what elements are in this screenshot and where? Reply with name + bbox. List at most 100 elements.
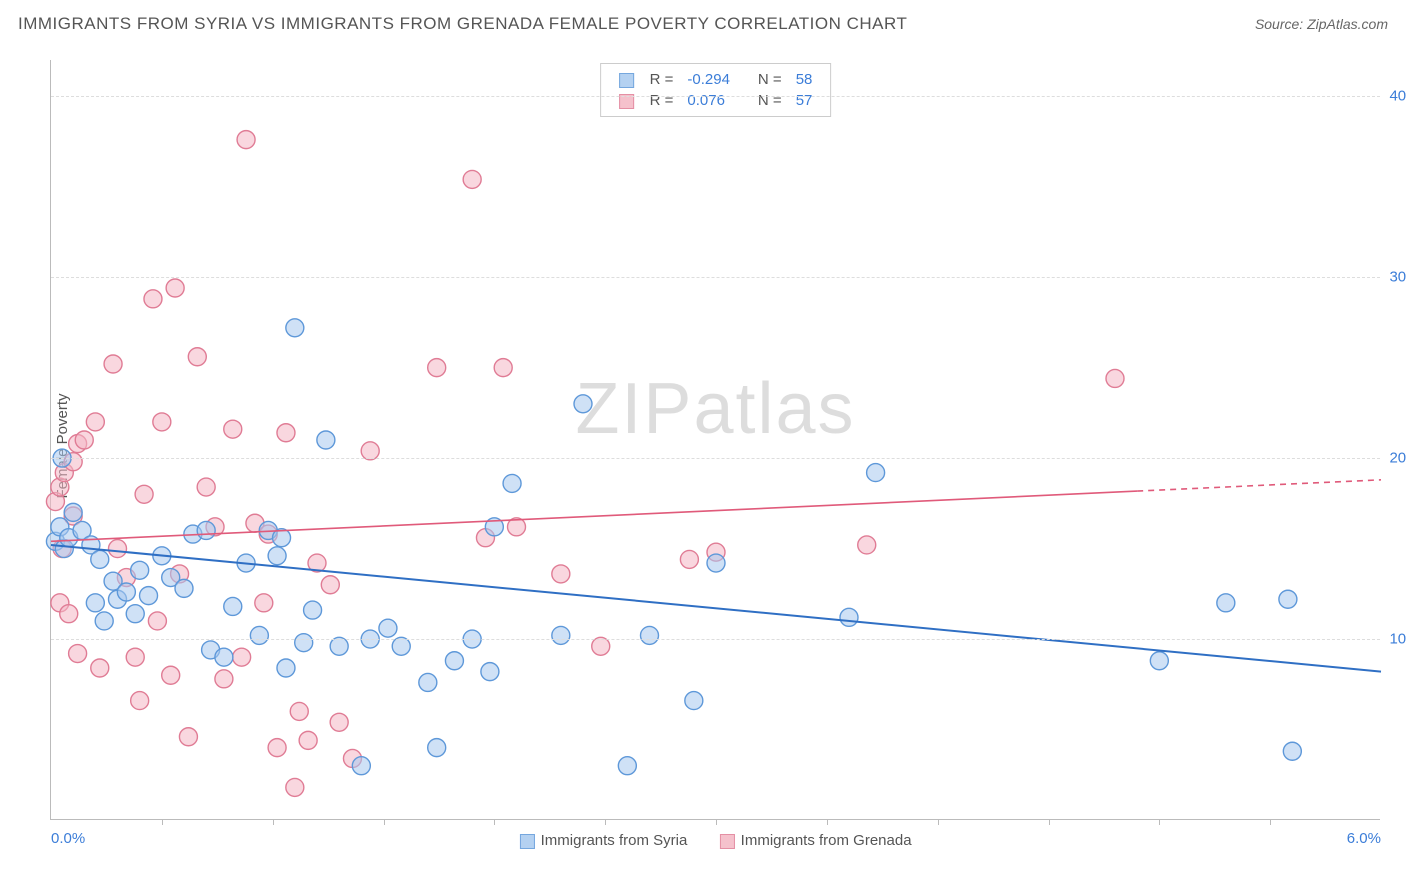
x-tick <box>494 819 495 825</box>
scatter-point-grenada <box>224 420 242 438</box>
scatter-point-syria <box>215 648 233 666</box>
scatter-point-grenada <box>197 478 215 496</box>
scatter-point-grenada <box>162 666 180 684</box>
plot-area: ZIPatlas R = -0.294 N = 58 R = 0.076 N = <box>50 60 1380 820</box>
scatter-point-syria <box>140 587 158 605</box>
scatter-point-syria <box>481 663 499 681</box>
scatter-point-syria <box>574 395 592 413</box>
scatter-point-grenada <box>166 279 184 297</box>
scatter-point-syria <box>503 474 521 492</box>
scatter-point-syria <box>277 659 295 677</box>
scatter-point-grenada <box>148 612 166 630</box>
scatter-point-grenada <box>135 485 153 503</box>
scatter-point-grenada <box>69 645 87 663</box>
scatter-point-grenada <box>233 648 251 666</box>
legend-label-grenada: Immigrants from Grenada <box>741 832 912 849</box>
scatter-point-syria <box>175 579 193 597</box>
scatter-point-grenada <box>215 670 233 688</box>
scatter-point-grenada <box>104 355 122 373</box>
scatter-point-syria <box>250 626 268 644</box>
x-tick <box>605 819 606 825</box>
scatter-point-grenada <box>1106 369 1124 387</box>
scatter-point-grenada <box>237 131 255 149</box>
scatter-point-grenada <box>428 359 446 377</box>
scatter-point-syria <box>95 612 113 630</box>
x-tick <box>1159 819 1160 825</box>
scatter-point-syria <box>445 652 463 670</box>
trendline-grenada <box>51 491 1137 541</box>
y-tick-label: 20.0% <box>1389 450 1406 467</box>
scatter-point-syria <box>224 597 242 615</box>
source-label: Source: <box>1255 16 1307 32</box>
scatter-point-syria <box>91 550 109 568</box>
y-tick-label: 40.0% <box>1389 88 1406 105</box>
scatter-point-grenada <box>60 605 78 623</box>
gridline <box>51 639 1380 640</box>
scatter-point-syria <box>428 739 446 757</box>
scatter-point-grenada <box>86 413 104 431</box>
scatter-point-syria <box>707 554 725 572</box>
scatter-point-grenada <box>255 594 273 612</box>
swatch-syria-2 <box>519 834 534 849</box>
scatter-point-grenada <box>463 170 481 188</box>
scatter-point-syria <box>126 605 144 623</box>
scatter-point-syria <box>641 626 659 644</box>
x-tick <box>1049 819 1050 825</box>
y-tick-label: 30.0% <box>1389 269 1406 286</box>
legend-item-syria: Immigrants from Syria <box>519 832 687 849</box>
scatter-point-syria <box>840 608 858 626</box>
chart-svg <box>51 60 1380 819</box>
scatter-point-syria <box>379 619 397 637</box>
scatter-point-syria <box>419 673 437 691</box>
scatter-point-syria <box>685 692 703 710</box>
y-tick-label: 10.0% <box>1389 631 1406 648</box>
scatter-point-grenada <box>144 290 162 308</box>
scatter-point-grenada <box>126 648 144 666</box>
x-tick <box>827 819 828 825</box>
scatter-point-grenada <box>494 359 512 377</box>
x-tick <box>716 819 717 825</box>
scatter-point-syria <box>268 547 286 565</box>
x-tick-label: 0.0% <box>51 830 85 847</box>
scatter-point-grenada <box>131 692 149 710</box>
scatter-point-syria <box>317 431 335 449</box>
scatter-point-grenada <box>330 713 348 731</box>
scatter-point-grenada <box>321 576 339 594</box>
chart-container: IMMIGRANTS FROM SYRIA VS IMMIGRANTS FROM… <box>0 0 1406 892</box>
scatter-point-syria <box>64 503 82 521</box>
gridline <box>51 96 1380 97</box>
x-tick <box>273 819 274 825</box>
scatter-point-syria <box>618 757 636 775</box>
scatter-point-syria <box>117 583 135 601</box>
scatter-point-grenada <box>188 348 206 366</box>
chart-title: IMMIGRANTS FROM SYRIA VS IMMIGRANTS FROM… <box>18 14 907 34</box>
gridline <box>51 277 1380 278</box>
x-tick <box>938 819 939 825</box>
legend-bottom: Immigrants from Syria Immigrants from Gr… <box>505 832 925 849</box>
x-tick <box>1270 819 1271 825</box>
scatter-point-grenada <box>552 565 570 583</box>
gridline <box>51 458 1380 459</box>
scatter-point-grenada <box>858 536 876 554</box>
scatter-point-syria <box>1150 652 1168 670</box>
scatter-point-grenada <box>179 728 197 746</box>
scatter-point-syria <box>131 561 149 579</box>
scatter-point-grenada <box>91 659 109 677</box>
scatter-point-syria <box>197 521 215 539</box>
scatter-point-grenada <box>286 778 304 796</box>
x-tick-label: 6.0% <box>1347 830 1381 847</box>
scatter-point-grenada <box>680 550 698 568</box>
legend-item-grenada: Immigrants from Grenada <box>719 832 911 849</box>
scatter-point-syria <box>867 464 885 482</box>
scatter-point-syria <box>295 634 313 652</box>
legend-label-syria: Immigrants from Syria <box>541 832 688 849</box>
trendline-grenada-dash <box>1137 480 1381 491</box>
scatter-point-syria <box>1279 590 1297 608</box>
scatter-point-syria <box>86 594 104 612</box>
scatter-point-syria <box>1217 594 1235 612</box>
scatter-point-grenada <box>75 431 93 449</box>
scatter-point-syria <box>552 626 570 644</box>
scatter-point-grenada <box>290 702 308 720</box>
scatter-point-syria <box>1283 742 1301 760</box>
x-tick <box>384 819 385 825</box>
